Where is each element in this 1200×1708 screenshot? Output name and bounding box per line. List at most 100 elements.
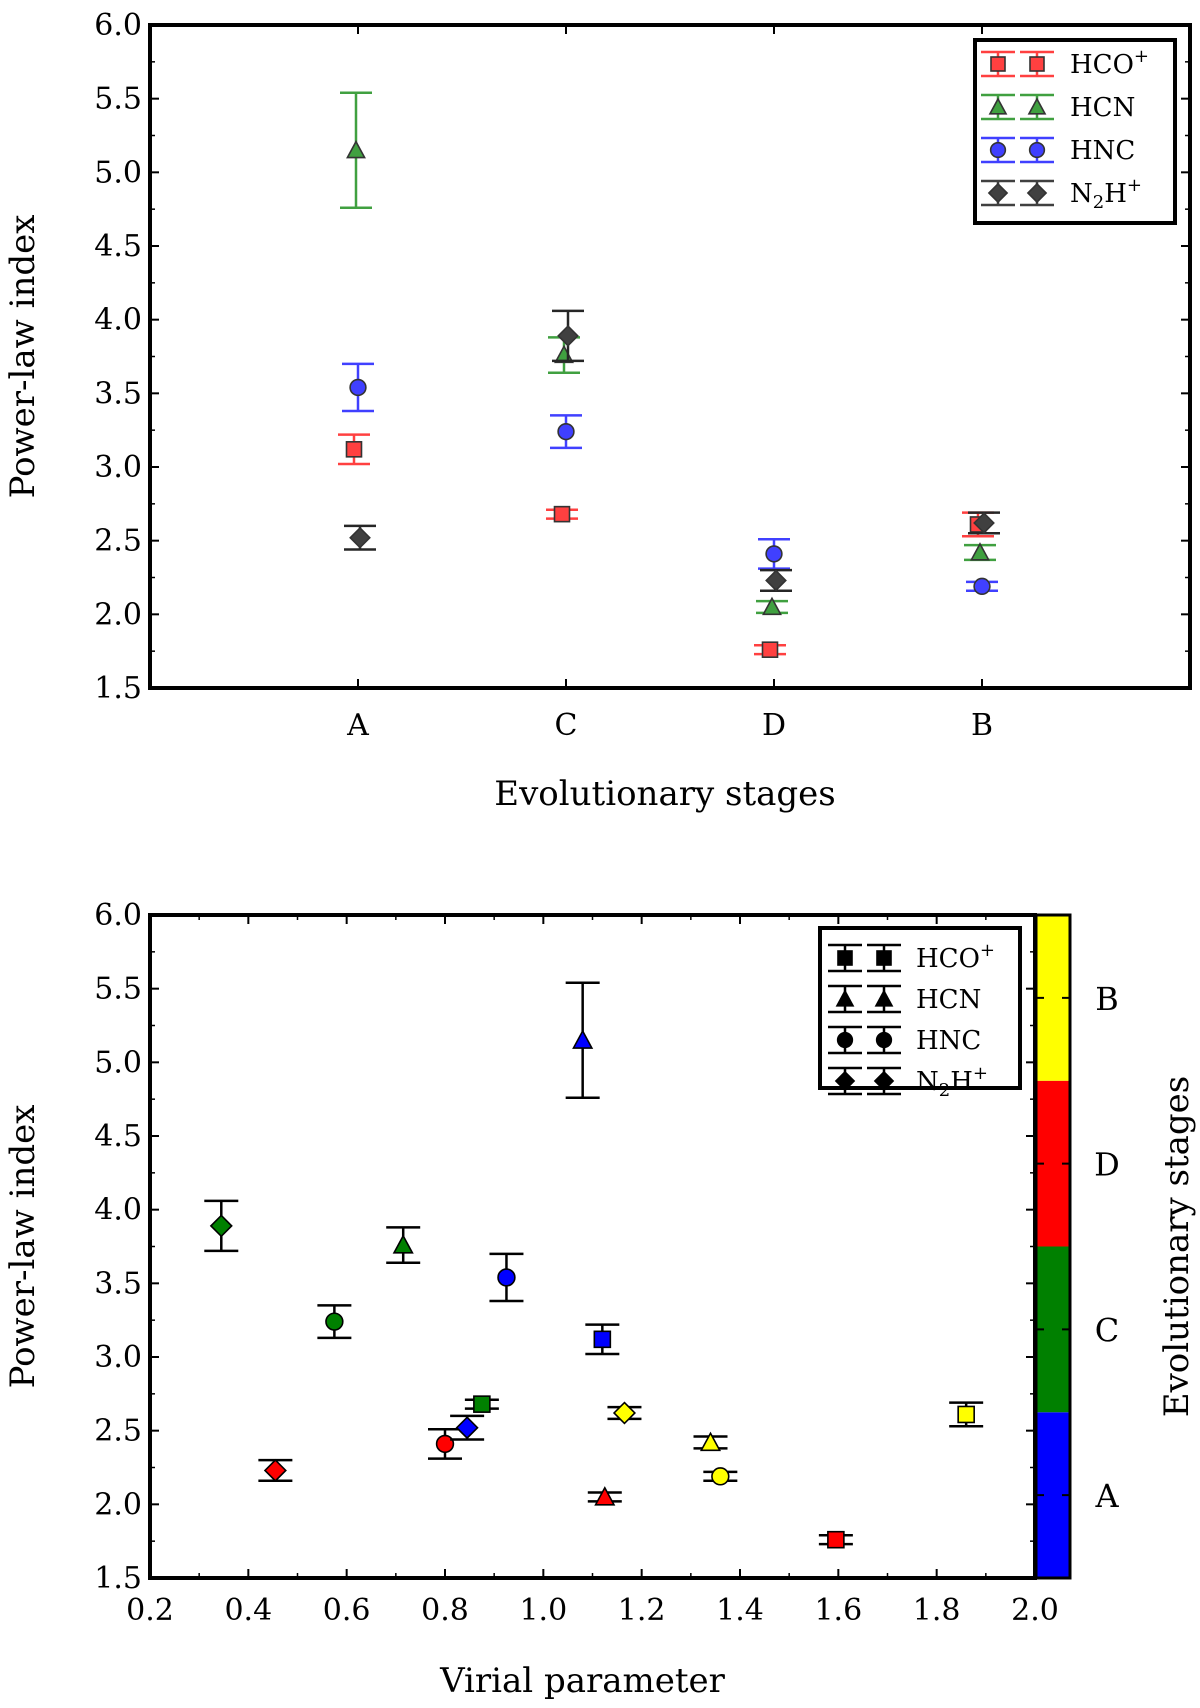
y-tick-label: 5.5: [94, 972, 142, 1007]
legend-marker: [834, 1070, 856, 1092]
x-tick-label: 0.6: [323, 1593, 371, 1628]
legend-label-sup: +: [1127, 175, 1142, 196]
data-point-stage-C: [392, 1234, 414, 1254]
data-point: [973, 577, 991, 596]
x-tick-label: 0.4: [224, 1593, 272, 1628]
data-point: [557, 422, 575, 441]
legend-label-main: N: [916, 1067, 939, 1097]
legend-marker: [1029, 56, 1045, 72]
y-tick-label: 6.0: [94, 898, 142, 933]
legend-label: HNC: [916, 1026, 981, 1056]
legend-label-main: HNC: [1070, 136, 1135, 166]
data-point: [349, 378, 367, 397]
legend-box: [818, 926, 1022, 1090]
legend-label-main2: H: [1104, 179, 1127, 209]
legend-marker: [1028, 141, 1046, 159]
x-tick-label: 0.2: [126, 1593, 174, 1628]
series-circle: [317, 1252, 738, 1486]
legend-marker: [1026, 182, 1048, 204]
top-chart: 1.52.02.53.03.54.04.55.05.56.0A C D BHCO+HC…: [3, 8, 1192, 814]
x-tick-label: 1.2: [618, 1593, 666, 1628]
y-tick-label: 3.5: [94, 376, 142, 411]
x-tick-label: D: [762, 708, 786, 743]
legend-label-main: N: [1070, 179, 1093, 209]
data-point-stage-B: [699, 1431, 722, 1452]
colorbar-label-B: B: [1095, 980, 1119, 1018]
legend-box: [973, 38, 1177, 225]
legend-label: N2H+: [1070, 175, 1142, 213]
legend-label: HCO+: [1070, 46, 1149, 80]
data-point: [349, 526, 371, 549]
legend-marker: [875, 1031, 893, 1049]
y-axis-title: Power-law index: [3, 1105, 43, 1389]
x-tick-label: 1.6: [814, 1593, 862, 1628]
y-axis-title: Power-law index: [3, 215, 43, 499]
data-point-stage-D: [827, 1530, 845, 1549]
legend-label-sup: +: [973, 1063, 988, 1084]
data-point: [553, 505, 571, 523]
colorbar-title: Evolutionary stages: [1157, 1076, 1197, 1417]
legend-label-main: HCN: [1070, 93, 1135, 123]
y-tick-label: 2.5: [94, 1414, 142, 1449]
data-point: [765, 545, 783, 563]
x-tick-label: C: [555, 708, 578, 743]
y-tick-label: 5.0: [94, 155, 142, 190]
x-tick-label: B: [971, 708, 993, 743]
y-tick-label: 4.5: [94, 229, 142, 264]
legend-marker: [837, 950, 853, 966]
colorbar-frame: [1034, 913, 1072, 1580]
legend-label-main: HCN: [916, 985, 981, 1015]
legend-marker: [989, 141, 1007, 159]
data-point-stage-D: [435, 1434, 455, 1454]
legend-label-main: HCO: [1070, 50, 1134, 80]
legend-marker: [876, 950, 892, 966]
y-tick-label: 3.0: [94, 450, 142, 485]
legend-label-sub: 2: [1093, 192, 1104, 213]
x-tick-label: 2.0: [1011, 1593, 1059, 1628]
legend-marker: [1027, 97, 1047, 115]
data-point: [970, 542, 990, 561]
legend-label-sup: +: [1134, 46, 1149, 67]
colorbar-label-A: A: [1094, 1477, 1119, 1515]
data-point-stage-B: [957, 1405, 975, 1424]
data-point-stage-C: [473, 1395, 491, 1413]
legend-label: HCO+: [916, 940, 995, 974]
y-tick-label: 6.0: [94, 8, 142, 43]
y-tick-label: 4.0: [94, 303, 142, 338]
data-point-stage-A: [572, 1029, 594, 1049]
data-point-stage-A: [593, 1330, 612, 1349]
y-tick-label: 5.5: [94, 82, 142, 117]
data-point-stage-B: [612, 1401, 636, 1425]
colorbar-label-C: C: [1095, 1311, 1119, 1349]
data-point-stage-C: [209, 1214, 233, 1238]
x-tick-label: 1.8: [913, 1593, 961, 1628]
y-tick-label: 2.5: [94, 524, 142, 559]
legend-label: HCN: [1070, 93, 1135, 123]
series-diamond: [344, 309, 1000, 593]
x-tick-label: A: [346, 708, 369, 743]
x-tick-label: 1.0: [519, 1593, 567, 1628]
legend-marker: [874, 989, 894, 1007]
y-tick-label: 1.5: [94, 1561, 142, 1596]
legend-marker: [990, 56, 1006, 72]
y-tick-label: 4.5: [94, 1119, 142, 1154]
data-point: [762, 596, 782, 616]
x-axis-title: Virial parameter: [439, 1661, 726, 1701]
legend-marker: [836, 1031, 854, 1049]
data-point-stage-A: [497, 1268, 516, 1287]
y-tick-label: 3.0: [94, 1340, 142, 1375]
data-point: [557, 324, 579, 347]
data-point: [761, 641, 779, 658]
series-circle: [342, 362, 998, 596]
legend-label: HNC: [1070, 136, 1135, 166]
y-tick-label: 4.0: [94, 1193, 142, 1228]
data-point-stage-A: [455, 1416, 479, 1440]
legend-label-main: HNC: [916, 1026, 981, 1056]
x-axis-title: Evolutionary stages: [494, 774, 835, 814]
y-tick-label: 3.5: [94, 1266, 142, 1301]
colorbar: A C D B: [1034, 913, 1120, 1580]
legend-marker: [988, 97, 1008, 115]
